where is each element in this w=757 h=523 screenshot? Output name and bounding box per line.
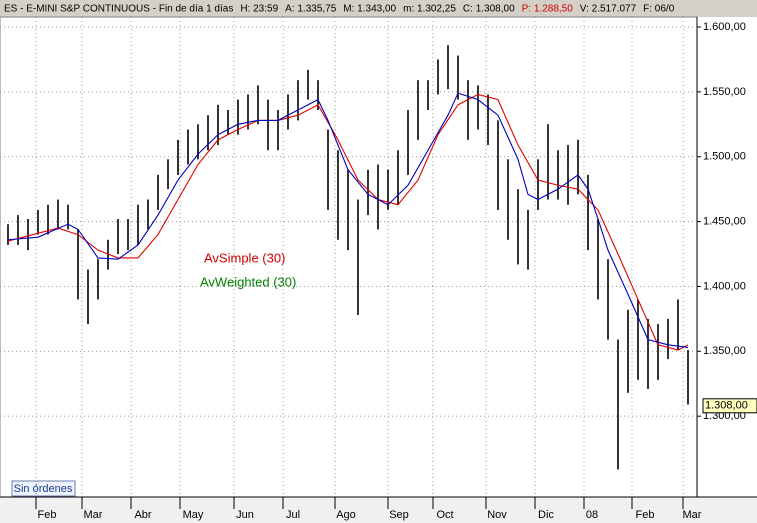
x-tick-label: Feb <box>38 509 57 521</box>
x-tick-label: 08 <box>586 509 598 521</box>
legend-entry: AvWeighted (30) <box>200 274 296 289</box>
x-tick-label: Ago <box>336 509 356 521</box>
time-axis <box>0 497 757 523</box>
x-tick-label: Mar <box>683 509 702 521</box>
y-tick-label: 1.550,00 <box>703 86 746 98</box>
header-item: P: 1.288,50 <box>522 4 574 15</box>
plot-area <box>0 16 698 498</box>
header-item: C: 1.308,00 <box>463 4 515 15</box>
header-item: m: 1.302,25 <box>403 4 456 15</box>
legend-entry: AvSimple (30) <box>204 250 285 265</box>
last-price-box <box>702 398 757 414</box>
y-tick-label: 1.600,00 <box>703 21 746 33</box>
x-tick-label: Sep <box>389 509 409 521</box>
moving-average-line <box>7 92 689 348</box>
x-tick-label: Abr <box>134 509 151 521</box>
header-item: ES - E-MINI S&P CONTINUOUS - Fin de día … <box>4 4 233 15</box>
y-tick-label: 1.350,00 <box>703 345 746 357</box>
x-tick-label: Jul <box>286 509 300 521</box>
plot-content <box>7 45 689 470</box>
header-item: F: 06/0 <box>643 4 675 15</box>
header-item: H: 23:59 <box>240 4 278 15</box>
x-tick-label: Oct <box>436 509 453 521</box>
y-tick-label: 1.450,00 <box>703 215 746 227</box>
moving-average-line <box>7 93 689 351</box>
last-price-label: 1.308,00 <box>705 400 748 412</box>
header-item: V: 2.517.077 <box>580 4 637 15</box>
header-item: A: 1.335,75 <box>285 4 337 15</box>
x-tick-label: Nov <box>487 509 507 521</box>
price-axis <box>697 17 757 497</box>
y-tick-label: 1.500,00 <box>703 151 746 163</box>
x-tick-label: Jun <box>236 509 254 521</box>
orders-button-label[interactable]: Sin órdenes <box>14 483 73 495</box>
header-item: M: 1.343,00 <box>343 4 396 15</box>
y-tick-label: 1.400,00 <box>703 280 746 292</box>
header-bar <box>0 0 757 17</box>
x-tick-label: Mar <box>84 509 103 521</box>
x-tick-label: May <box>183 509 204 521</box>
orders-button[interactable] <box>11 480 76 497</box>
x-tick-label: Dic <box>538 509 554 521</box>
x-tick-label: Feb <box>636 509 655 521</box>
